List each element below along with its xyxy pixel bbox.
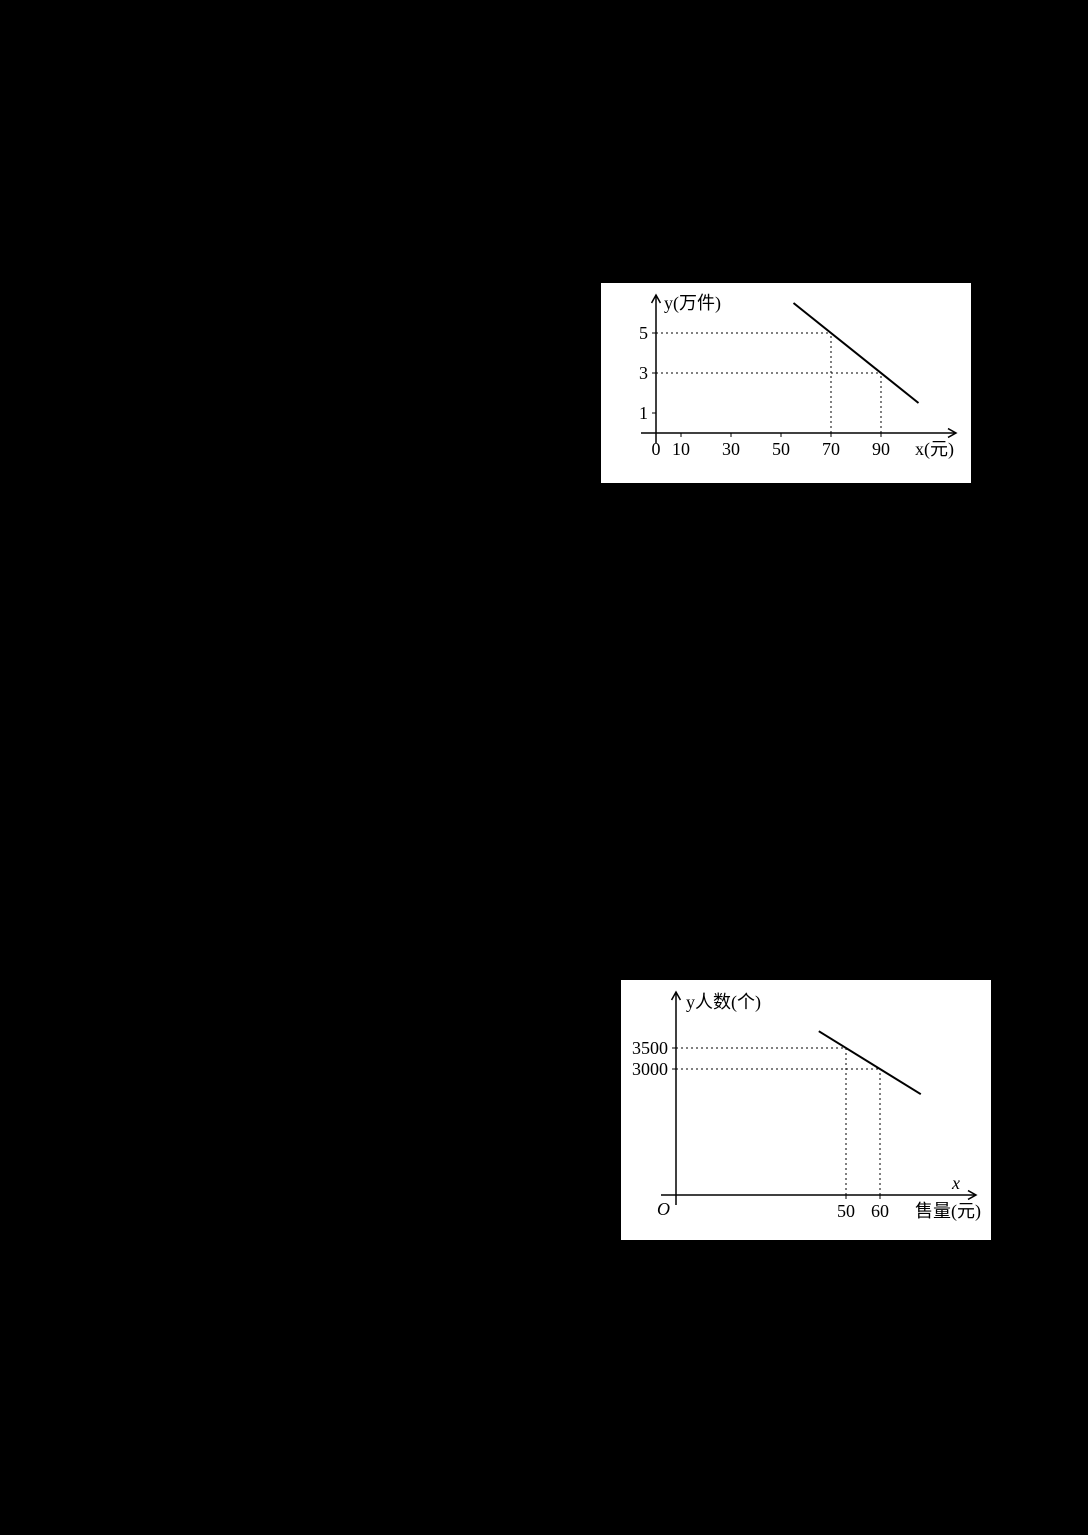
chart-2-x-label-top: x	[951, 1173, 960, 1193]
chart-2-x-ticks: 50 60	[837, 1195, 889, 1221]
x-tick-label: 30	[722, 439, 740, 459]
chart-1: 0 10 30 50 70 90 1 3 5 y(万件) x(元)	[600, 282, 972, 484]
x-tick-label: 60	[871, 1201, 889, 1221]
x-tick-label: 50	[837, 1201, 855, 1221]
chart-2-guides	[676, 1048, 880, 1195]
chart-2-svg: 50 60 30003500 y人数(个) x 售量(元) O	[621, 980, 991, 1240]
chart-1-svg: 0 10 30 50 70 90 1 3 5 y(万件) x(元)	[601, 283, 971, 483]
chart-2-y-label: y人数(个)	[686, 992, 761, 1013]
x-tick-label: 70	[822, 439, 840, 459]
y-tick-label: 3	[639, 363, 648, 383]
y-tick-label: 5	[639, 323, 648, 343]
y-tick-label: 3000	[632, 1059, 668, 1079]
chart-1-guides	[656, 333, 881, 433]
y-tick-label: 1	[639, 403, 648, 423]
chart-2-data-line	[819, 1031, 921, 1094]
chart-1-x-label: x(元)	[915, 439, 954, 460]
x-tick-label: 50	[772, 439, 790, 459]
chart-2: 50 60 30003500 y人数(个) x 售量(元) O	[620, 979, 992, 1241]
x-tick-label: 10	[672, 439, 690, 459]
chart-2-y-ticks: 30003500	[632, 1038, 676, 1079]
chart-1-y-label: y(万件)	[664, 293, 721, 314]
chart-1-x-ticks: 0 10 30 50 70 90	[652, 433, 891, 459]
chart-2-origin-label: O	[657, 1199, 670, 1219]
chart-2-x-label-bottom: 售量(元)	[915, 1201, 981, 1222]
y-tick-label: 3500	[632, 1038, 668, 1058]
chart-1-data-line	[794, 303, 919, 403]
x-tick-label: 0	[652, 439, 661, 459]
x-tick-label: 90	[872, 439, 890, 459]
chart-1-y-ticks: 1 3 5	[639, 323, 656, 423]
